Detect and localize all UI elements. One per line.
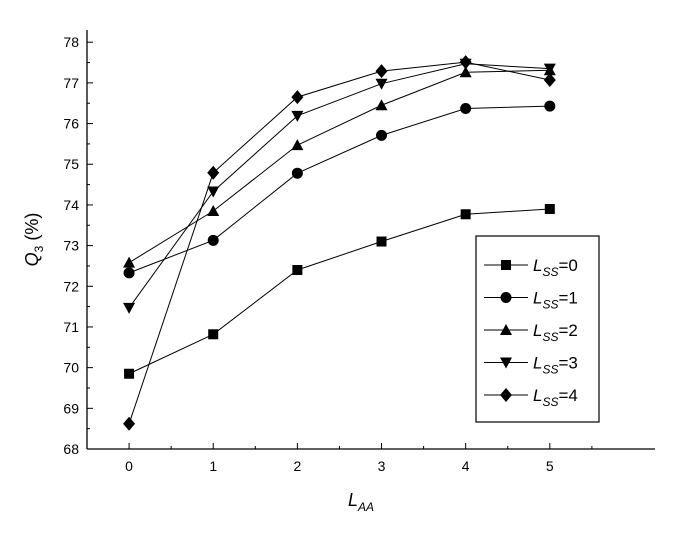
y-tick-label: 74 [63, 197, 79, 213]
data-point-s4-x2 [291, 90, 304, 105]
data-point-s2-x4 [459, 66, 472, 78]
data-point-s0-x5 [544, 203, 555, 214]
data-point-s0-x4 [460, 209, 471, 220]
data-point-s4-x3 [375, 64, 388, 79]
legend-value: =2 [558, 321, 577, 340]
legend-symbol: L [533, 256, 542, 275]
legend-subscript: SS [542, 330, 558, 344]
data-point-s4-x4 [459, 55, 472, 70]
legend-symbol: L [533, 321, 542, 340]
data-point-s3-x1 [207, 186, 220, 198]
legend-label-4: LSS=4 [533, 386, 578, 409]
x-axis-title: LAA [348, 490, 374, 514]
data-point-s2-x1 [207, 205, 220, 217]
legend-marker-1 [500, 292, 512, 303]
y-tick-label: 69 [63, 400, 79, 416]
legend-subscript: SS [542, 363, 558, 377]
legend-marker-2 [500, 324, 512, 335]
legend-subscript: SS [542, 265, 558, 279]
legend-label-2: LSS=2 [533, 321, 578, 344]
y-tick-label: 70 [63, 360, 79, 376]
legend-marker-3 [500, 357, 512, 369]
legend-marker-4 [500, 388, 512, 402]
data-point-s1-x1 [207, 234, 219, 246]
data-point-s2-x0 [123, 256, 136, 268]
legend-symbol: L [533, 354, 542, 373]
x-tick-label: 2 [293, 458, 301, 474]
data-point-s3-x5 [543, 63, 556, 75]
series-line-3 [128, 63, 550, 309]
legend-label-1: LSS=1 [533, 289, 578, 312]
x-tick-label: 4 [462, 458, 470, 474]
legend-subscript: SS [542, 395, 558, 409]
y-tick-label: 75 [63, 156, 79, 172]
y-axis-title: Q3 (%) [22, 213, 46, 267]
data-point-s2-x3 [375, 99, 388, 111]
legend-value: =1 [558, 289, 577, 308]
data-point-s1-x2 [291, 167, 303, 179]
y-axis-title-symbol: Q [22, 252, 42, 266]
series-line-1 [128, 105, 550, 274]
data-point-s1-x3 [376, 129, 388, 141]
data-point-s1-x0 [123, 267, 135, 279]
legend-label-3: LSS=3 [533, 354, 578, 377]
x-tick-label: 1 [209, 458, 217, 474]
legend-box [475, 235, 600, 423]
y-tick-label: 68 [63, 441, 79, 457]
data-point-s0-x3 [376, 236, 387, 247]
x-tick-label: 5 [546, 458, 554, 474]
y-tick-label: 76 [63, 116, 79, 132]
legend-marker-0 [501, 260, 511, 270]
y-axis-title-subscript: 3 [32, 245, 46, 252]
data-point-s0-x1 [208, 329, 219, 340]
series-line-4 [128, 61, 550, 424]
x-tick-label: 3 [378, 458, 386, 474]
x-tick-label: 0 [125, 458, 133, 474]
data-point-s0-x2 [292, 265, 303, 276]
y-tick-label: 72 [63, 278, 79, 294]
data-point-s3-x0 [123, 302, 136, 314]
data-point-s3-x2 [291, 110, 304, 122]
data-point-s4-x1 [207, 165, 220, 180]
legend-label-0: LSS=0 [533, 256, 578, 279]
y-axis-title-unit: (%) [22, 213, 42, 246]
data-point-s0-x0 [124, 368, 135, 379]
y-tick-label: 78 [63, 34, 79, 50]
data-point-s1-x4 [460, 103, 472, 115]
y-tick-label: 77 [63, 75, 79, 91]
legend-symbol: L [533, 289, 542, 308]
legend-symbol: L [533, 386, 542, 405]
legend-value: =0 [558, 256, 577, 275]
data-point-s2-x2 [291, 139, 304, 151]
series-line-0 [128, 208, 550, 375]
series-line-2 [128, 69, 550, 264]
legend-value: =4 [558, 386, 577, 405]
data-point-s4-x5 [543, 73, 556, 88]
data-point-s1-x5 [544, 100, 556, 112]
x-axis-title-subscript: AA [357, 500, 374, 514]
legend-value: =3 [558, 354, 577, 373]
data-point-s3-x3 [375, 78, 388, 90]
data-point-s4-x0 [123, 416, 136, 431]
y-tick-label: 71 [63, 319, 79, 335]
legend-subscript: SS [542, 298, 558, 312]
y-tick-label: 73 [63, 238, 79, 254]
